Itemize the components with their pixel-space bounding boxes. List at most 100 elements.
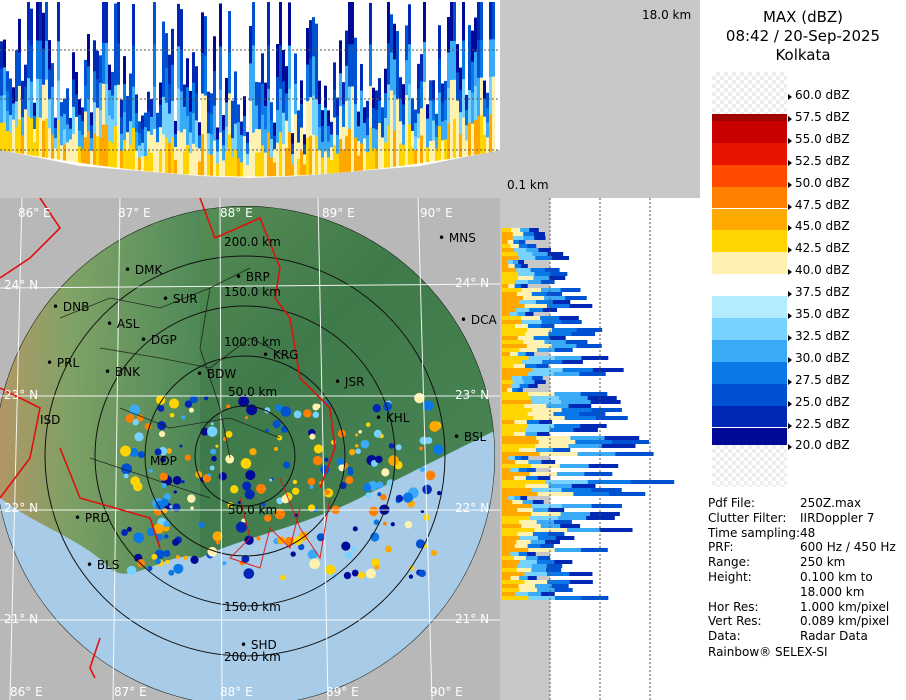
echo-row xyxy=(514,248,527,252)
echo-column xyxy=(453,79,456,120)
echo-row xyxy=(502,368,533,372)
echo-cell xyxy=(365,568,376,579)
echo-cell xyxy=(433,444,444,455)
echo-row xyxy=(515,280,529,284)
echo-cell xyxy=(169,505,173,509)
legend-tick xyxy=(788,378,792,385)
echo-column xyxy=(246,131,249,144)
echo-cell xyxy=(382,521,387,526)
echo-row xyxy=(502,232,514,236)
echo-column xyxy=(354,37,357,72)
echo-column xyxy=(366,118,369,136)
echo-column xyxy=(54,117,57,129)
echo-column xyxy=(405,60,408,96)
echo-column xyxy=(264,82,267,107)
echo-row xyxy=(528,596,556,600)
echo-row xyxy=(550,272,568,276)
echo-row xyxy=(551,256,570,260)
echo-column xyxy=(150,152,153,172)
echo-column xyxy=(291,133,294,145)
echo-column xyxy=(366,135,369,153)
echo-cell xyxy=(373,519,380,526)
echo-cell xyxy=(173,563,184,574)
echo-column xyxy=(141,156,144,171)
echo-row xyxy=(524,580,548,584)
echo-column xyxy=(462,79,465,119)
echo-column xyxy=(213,105,216,142)
echo-row xyxy=(544,268,560,272)
echo-column xyxy=(48,69,51,100)
echo-row xyxy=(522,360,543,364)
echo-row xyxy=(536,520,555,524)
echo-column xyxy=(366,152,369,170)
echo-column xyxy=(444,100,447,121)
echo-column xyxy=(42,120,45,158)
echo-column xyxy=(120,133,123,152)
echo-column xyxy=(489,39,492,78)
echo-column xyxy=(75,94,78,118)
echo-cell xyxy=(123,473,129,479)
datetime: 08:42 / 20-Sep-2025 xyxy=(725,27,881,45)
city-label: • JSR xyxy=(334,375,365,389)
echo-column xyxy=(426,147,429,163)
echo-column xyxy=(111,119,114,144)
echo-row xyxy=(523,232,535,236)
echo-column xyxy=(186,58,189,88)
echo-column xyxy=(105,42,108,85)
echo-row xyxy=(514,496,521,500)
echo-row xyxy=(532,500,544,504)
echo-row xyxy=(524,304,548,308)
echo-column xyxy=(450,41,453,81)
echo-cell xyxy=(249,448,257,456)
echo-row xyxy=(502,412,529,416)
legend-tick xyxy=(788,137,792,144)
echo-row xyxy=(560,288,581,292)
echo-column xyxy=(216,151,219,164)
echo-column xyxy=(213,140,216,176)
echo-column xyxy=(150,116,153,136)
echo-column xyxy=(345,65,348,102)
echo-row xyxy=(544,480,589,484)
echo-column xyxy=(243,156,246,177)
legend-label: 22.5 dBZ xyxy=(795,416,850,431)
echo-column xyxy=(9,115,12,134)
echo-row xyxy=(521,456,529,460)
echo-row xyxy=(522,376,533,380)
echo-row xyxy=(529,472,558,476)
echo-column xyxy=(90,112,93,126)
echo-row xyxy=(502,432,515,436)
echo-column xyxy=(246,153,249,166)
echo-row xyxy=(523,296,545,300)
echo-column xyxy=(195,147,198,175)
echo-column xyxy=(3,122,6,151)
echo-column xyxy=(234,123,237,151)
echo-column xyxy=(126,95,129,115)
echo-column xyxy=(285,93,288,122)
echo-row xyxy=(502,396,532,400)
legend-tick xyxy=(788,269,792,276)
echo-cell xyxy=(147,566,153,571)
echo-row xyxy=(586,516,615,520)
echo-row xyxy=(553,412,580,416)
echo-column xyxy=(480,77,483,116)
legend-label: 45.0 dBZ xyxy=(795,219,850,234)
echo-column xyxy=(327,157,330,174)
echo-column xyxy=(378,100,381,124)
legend-swatch xyxy=(712,230,787,253)
echo-column xyxy=(456,72,459,102)
echo-cell xyxy=(303,409,312,418)
echo-column xyxy=(429,80,432,102)
echo-row xyxy=(502,512,532,516)
echo-column xyxy=(117,84,120,127)
echo-row xyxy=(518,448,537,452)
echo-row xyxy=(502,288,523,292)
echo-column xyxy=(327,110,330,127)
echo-column xyxy=(336,97,339,117)
echo-row xyxy=(560,524,581,528)
echo-cell xyxy=(133,481,143,492)
echo-cell xyxy=(188,407,194,413)
echo-column xyxy=(54,127,57,139)
echo-column xyxy=(339,40,342,74)
echo-column xyxy=(258,82,261,107)
echo-column xyxy=(456,128,459,158)
